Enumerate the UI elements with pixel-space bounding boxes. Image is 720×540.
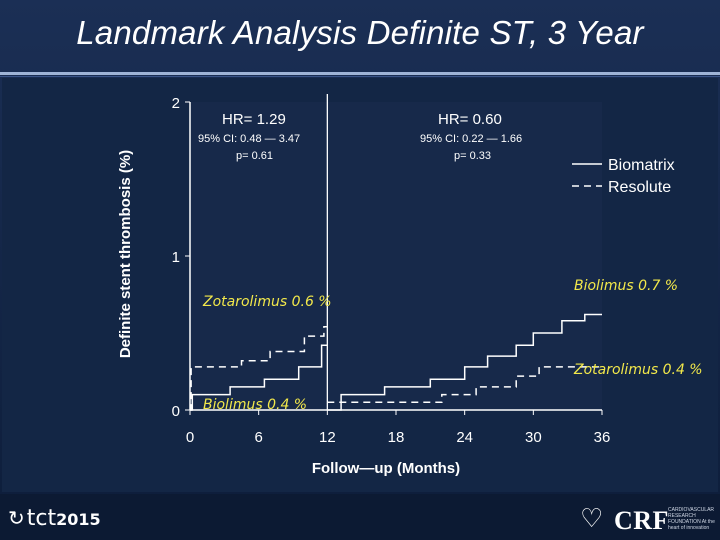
legend-label-biomatrix: Biomatrix [608,157,675,174]
right-hr-annotation: HR= 0.60 [438,111,502,128]
y-axis-label: Definite stent thrombosis (%) [117,150,134,358]
x-tick-label: 0 [186,429,194,446]
x-tick-label: 18 [388,429,405,446]
x-tick-label: 36 [594,429,611,446]
right-p-annotation: p= 0.33 [454,150,491,162]
title-divider [0,72,720,75]
resolute-series-line [190,326,328,411]
x-axis-label: Follow—up (Months) [312,460,460,477]
tct-swirl-icon: ↻ [8,506,25,530]
x-tick-label: 6 [254,429,262,446]
tct-logo-text: tct [26,506,57,531]
left-hr-annotation: HR= 1.29 [222,111,286,128]
right-ci-annotation: 95% CI: 0.22 — 1.66 [420,133,522,145]
y-tick-label: 2 [172,95,180,112]
callout-zotarolimus-left: Zotarolimus 0.6 % [202,294,332,310]
y-tick-label: 0 [172,403,180,420]
x-tick-label: 30 [525,429,542,446]
biomatrix-series-line [327,313,602,411]
legend-label-resolute: Resolute [608,179,671,196]
footer-bar [0,494,720,540]
crf-heart-icon: ♡ [580,504,604,534]
left-p-annotation: p= 0.61 [236,150,273,162]
tct-logo: ↻tct2015 [8,506,101,531]
crf-logo-text: CRF [614,506,669,535]
title-divider-shadow [0,76,720,77]
x-tick-label: 24 [456,429,473,446]
callout-biolimus-right: Biolimus 0.7 % [574,278,678,294]
resolute-series-line [327,366,602,404]
callout-biolimus-left: Biolimus 0.4 % [203,397,307,413]
callout-zotarolimus-right: Zotarolimus 0.4 % [573,362,703,378]
left-ci-annotation: 95% CI: 0.48 — 3.47 [198,133,300,145]
crf-tagline: CARDIOVASCULAR RESEARCH FOUNDATION At th… [668,507,715,531]
tct-logo-year: 2015 [56,510,101,529]
crf-logo: ♡ CRF CARDIOVASCULAR RESEARCH FOUNDATION… [580,502,716,535]
slide-title: Landmark Analysis Definite ST, 3 Year [76,14,644,51]
y-tick-label: 1 [172,249,180,266]
x-tick-label: 12 [319,429,336,446]
plot-area [190,102,602,410]
biomatrix-series-line [190,344,328,411]
